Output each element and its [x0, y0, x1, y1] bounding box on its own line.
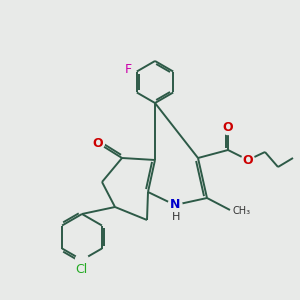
Text: O: O	[243, 154, 253, 166]
Text: O: O	[93, 136, 103, 149]
Text: Cl: Cl	[75, 263, 87, 276]
Text: H: H	[172, 212, 180, 222]
Text: F: F	[125, 63, 132, 76]
Circle shape	[242, 154, 254, 166]
Circle shape	[168, 198, 182, 212]
Text: N: N	[170, 199, 180, 212]
Circle shape	[92, 136, 104, 149]
Text: CH₃: CH₃	[232, 206, 250, 216]
Circle shape	[76, 254, 88, 266]
Circle shape	[221, 122, 235, 134]
Text: O: O	[223, 122, 233, 134]
